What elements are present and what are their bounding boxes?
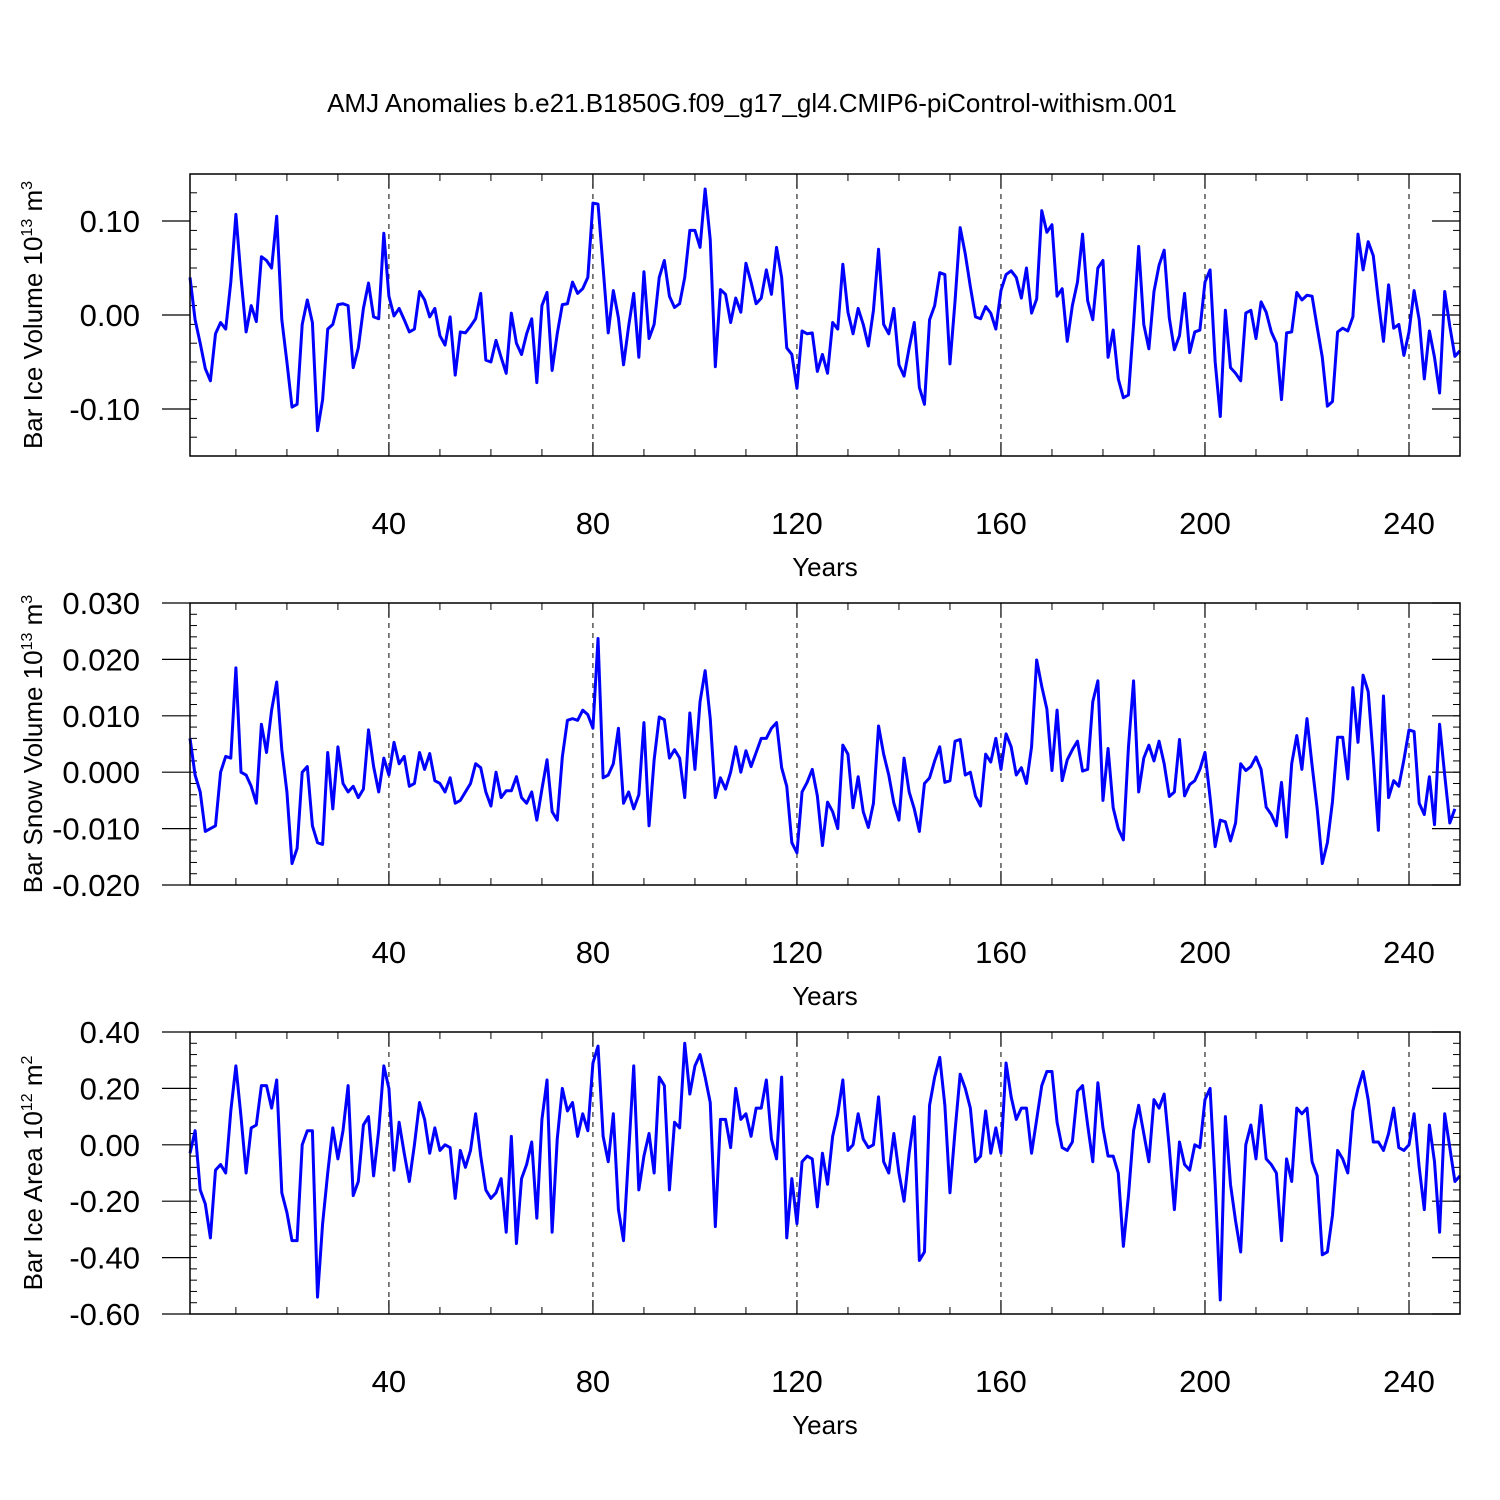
x-axis-label-2: Years	[792, 981, 858, 1011]
y-axis-label-1: Bar Ice Volume 1013 m3	[18, 181, 48, 449]
chart-panel-2: 40 80 120 160 200 240 -0.020 -0.010 0.000 0.010 0.…	[18, 586, 1461, 1011]
x-tick-label-5: 240	[1383, 935, 1435, 970]
y-tick-label-1: -0.40	[69, 1241, 140, 1276]
x-tick-label-0: 40	[372, 935, 406, 970]
x-tick-label-5: 240	[1383, 506, 1435, 541]
x-tick-label-3: 160	[975, 935, 1027, 970]
y-tick-label-4: 0.20	[80, 1071, 140, 1106]
y-tick-label-2: 0.10	[80, 204, 140, 239]
y-axis-label-unit: m	[18, 190, 48, 219]
x-tick-label-4: 200	[1179, 506, 1231, 541]
y-tick-label-1: -0.010	[52, 812, 140, 847]
y-tick-label-0: -0.60	[69, 1297, 140, 1332]
x-tick-label-0: 40	[372, 1364, 406, 1399]
series-line-2-1	[188, 637, 1457, 866]
y-tick-label-3: 0.00	[80, 1128, 140, 1163]
x-axis-label-3: Years	[792, 1410, 858, 1440]
x-tick-label-2: 120	[771, 506, 823, 541]
series-line-1-1	[188, 187, 1462, 433]
x-tick-label-2: 120	[771, 1364, 823, 1399]
y-axis-label-unit-exp: 3	[19, 181, 36, 190]
x-tick-label-1: 80	[576, 1364, 610, 1399]
plot-frame-1	[189, 173, 1461, 457]
y-tick-label-5: 0.030	[62, 586, 140, 621]
x-tick-label-4: 200	[1179, 1364, 1231, 1399]
y-tick-label-4: 0.020	[62, 642, 140, 677]
chart-panel-1: 40 80 120 160 200 240 -0.10 0.00 0.10 Years Bar Ic…	[18, 173, 1462, 582]
y-tick-label-5: 0.40	[80, 1015, 140, 1050]
y-axis-label-exp: 13	[19, 219, 36, 237]
x-tick-label-0: 40	[372, 506, 406, 541]
figure-title: AMJ Anomalies b.e21.B1850G.f09_g17_gl4.C…	[327, 88, 1177, 118]
y-axis-label-main: Bar Snow Volume 10	[18, 650, 48, 893]
x-tick-label-3: 160	[975, 506, 1027, 541]
y-axis-label-2: Bar Snow Volume 1013 m3	[18, 595, 48, 894]
y-axis-label-unit: m	[18, 1064, 48, 1093]
y-axis-label-unit-exp: 2	[19, 1055, 36, 1064]
y-tick-label-3: 0.010	[62, 699, 140, 734]
y-axis-label-unit-exp: 3	[19, 595, 36, 604]
y-tick-label-0: -0.020	[52, 868, 140, 903]
x-tick-label-5: 240	[1383, 1364, 1435, 1399]
x-tick-label-2: 120	[771, 935, 823, 970]
x-tick-label-4: 200	[1179, 935, 1231, 970]
x-tick-label-1: 80	[576, 935, 610, 970]
x-tick-label-3: 160	[975, 1364, 1027, 1399]
series-line-3-1	[188, 1041, 1462, 1302]
y-axis-label-main: Bar Ice Area 10	[18, 1111, 48, 1290]
x-axis-label-1: Years	[792, 552, 858, 582]
y-axis-label-exp: 12	[19, 1093, 36, 1111]
y-tick-label-0: -0.10	[69, 392, 140, 427]
plot-frame-2	[189, 602, 1461, 886]
y-axis-label-unit: m	[18, 604, 48, 633]
y-axis-label-main: Bar Ice Volume 10	[18, 237, 48, 449]
x-tick-label-1: 80	[576, 506, 610, 541]
y-axis-label-3: Bar Ice Area 1012 m2	[18, 1055, 48, 1290]
y-axis-label-exp: 13	[19, 632, 36, 650]
plot-frame-3	[189, 1031, 1461, 1315]
y-tick-label-1: 0.00	[80, 298, 140, 333]
y-tick-label-2: -0.20	[69, 1184, 140, 1219]
chart-panel-3: 40 80 120 160 200 240 -0.60 -0.40 -0.20 0.00 0.20 0…	[18, 1015, 1462, 1440]
y-tick-label-2: 0.000	[62, 755, 140, 790]
